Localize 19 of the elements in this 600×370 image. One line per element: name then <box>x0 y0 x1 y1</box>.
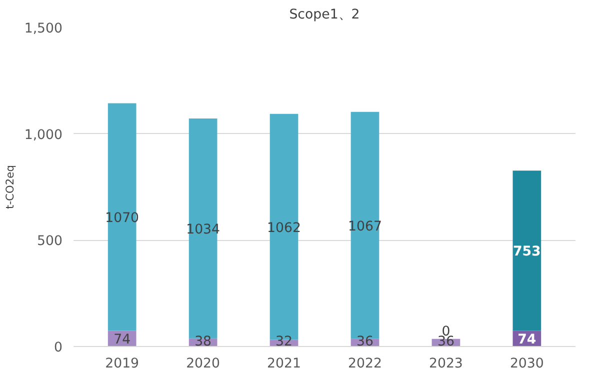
x-tick-label: 2019 <box>105 356 140 370</box>
y-tick-label: 1,000 <box>24 128 62 143</box>
x-tick-label: 2023 <box>428 356 463 370</box>
x-tick-label: 2022 <box>348 356 382 370</box>
bar <box>512 170 542 331</box>
x-tick-label: 2021 <box>267 356 301 370</box>
data-label: 74 <box>518 332 536 348</box>
data-label: 74 <box>114 332 131 348</box>
x-tick-label: 2030 <box>510 356 544 370</box>
y-axis-title: t-CO2eq <box>3 165 16 209</box>
data-label: 36 <box>356 334 374 350</box>
data-label: 753 <box>513 244 541 260</box>
data-label: 38 <box>194 334 212 350</box>
bar <box>108 103 136 331</box>
y-tick-label: 1,500 <box>24 22 62 36</box>
x-tick-label: 2020 <box>186 356 220 370</box>
y-tick-label: 500 <box>37 234 63 250</box>
chart-title: Scope1、2 <box>289 8 360 22</box>
y-tick-label: 0 <box>54 340 63 356</box>
